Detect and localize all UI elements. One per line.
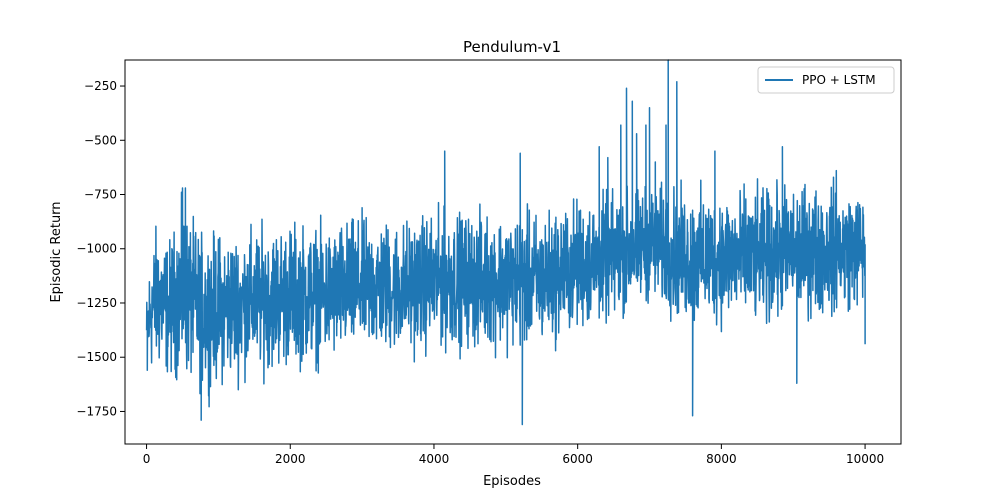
y-axis-label: Episodic Return [49,201,64,302]
x-axis: 0 2000 4000 6000 8000 10000 [143,444,884,466]
x-tick-label: 0 [143,452,151,466]
y-tick-label: −1250 [76,296,117,310]
y-tick-label: −750 [84,188,117,202]
y-tick-label: −1500 [76,350,117,364]
series-lines [145,59,866,426]
x-tick-label: 4000 [419,452,450,466]
y-tick-label: −1750 [76,404,117,418]
x-tick-label: 2000 [275,452,306,466]
y-tick-label: −1000 [76,242,117,256]
x-tick-label: 10000 [846,452,884,466]
x-axis-label: Episodes [483,474,541,489]
chart-title: Pendulum-v1 [463,38,561,56]
y-tick-label: −250 [84,79,117,93]
legend-label: PPO + LSTM [802,73,876,87]
y-tick-label: −500 [84,133,117,147]
series-line-ppo-lstm [145,59,866,426]
legend-box [757,66,895,94]
plot-frame [124,59,902,445]
x-tick-label: 8000 [706,452,737,466]
x-tick-label: 6000 [562,452,593,466]
legend: PPO + LSTM [757,66,895,94]
y-axis: −1750 −1500 −1250 −1000 −750 −500 −250 [76,79,125,418]
